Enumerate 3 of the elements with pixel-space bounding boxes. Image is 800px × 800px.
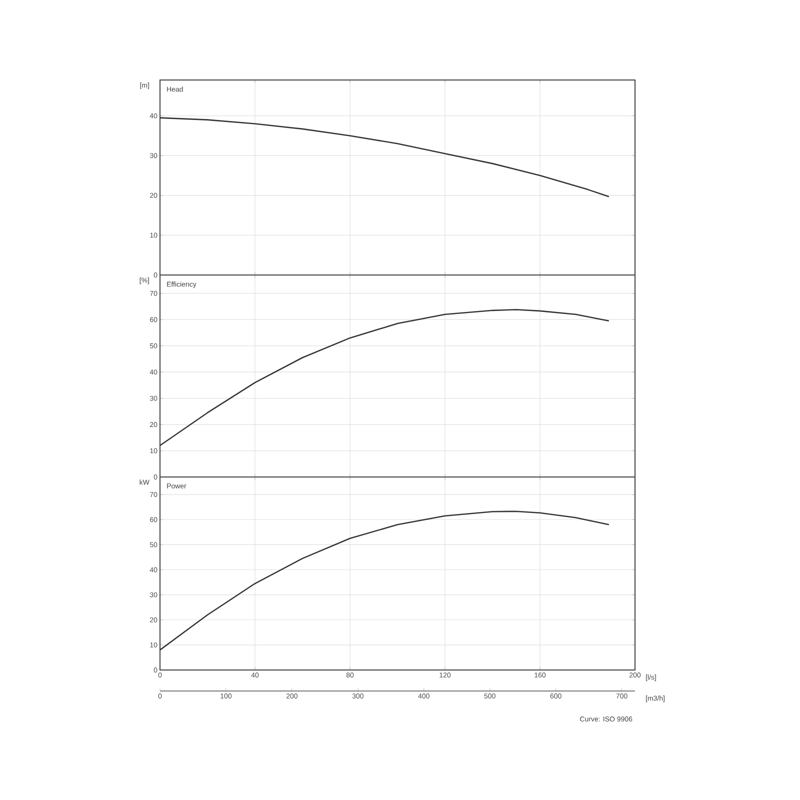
line-series (160, 510, 610, 651)
line-series (160, 308, 610, 446)
line-series (160, 117, 610, 198)
